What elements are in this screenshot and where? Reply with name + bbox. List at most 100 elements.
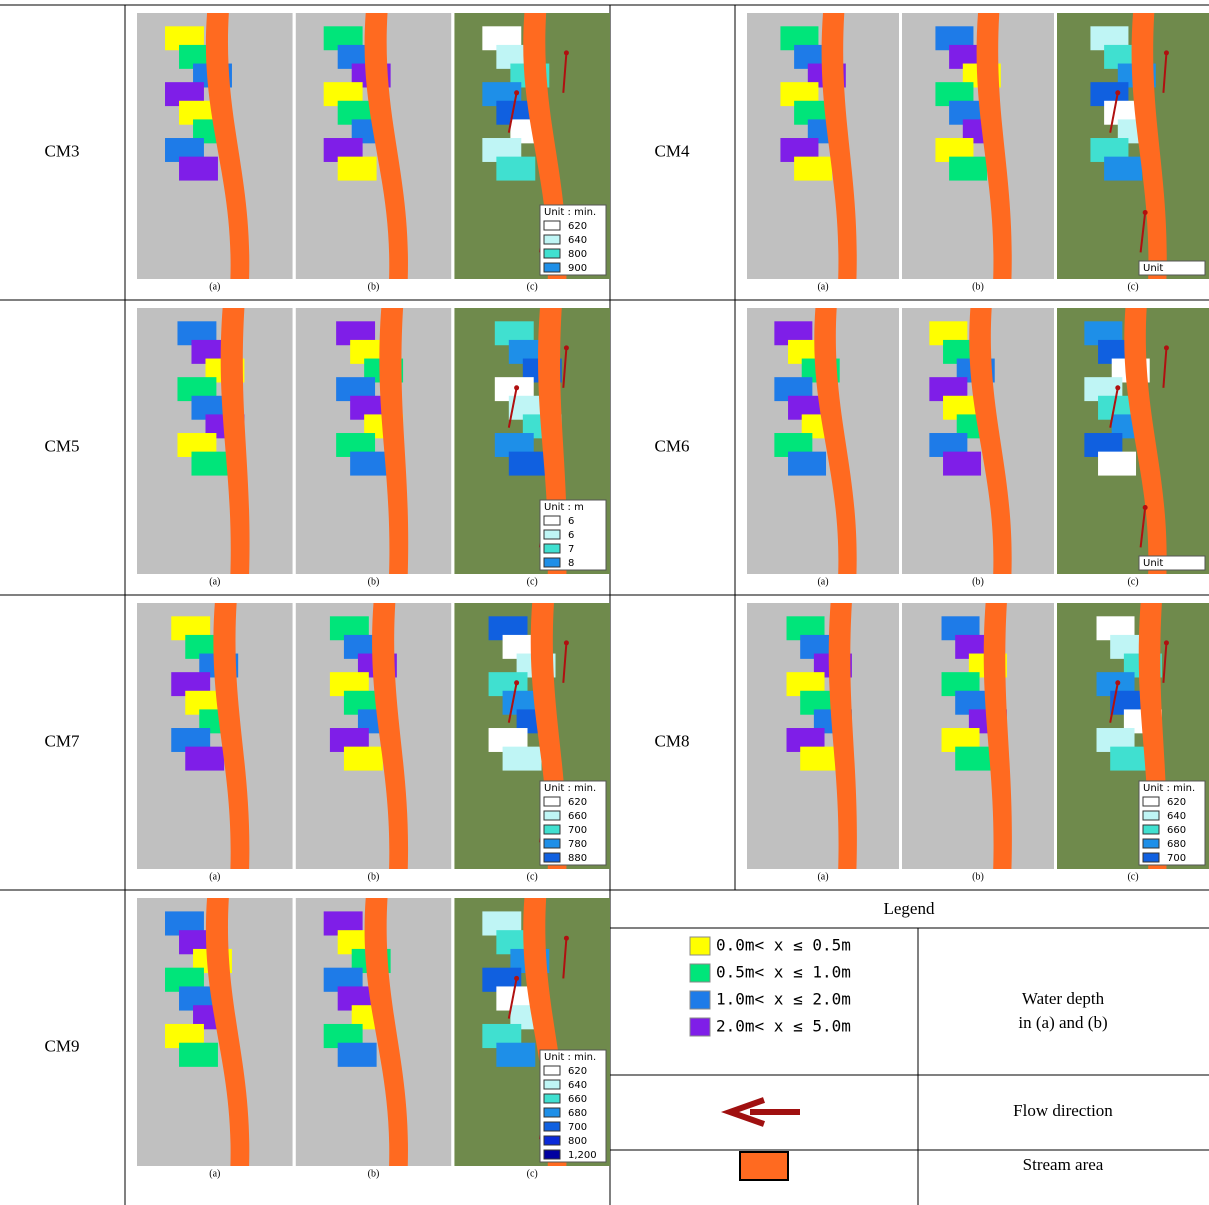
unit-swatch xyxy=(544,235,560,244)
unit-swatch xyxy=(544,1066,560,1075)
flood-area xyxy=(949,157,987,181)
map-panel: Unit : min.6206406606807008001,200 xyxy=(454,898,610,1166)
unit-value: 900 xyxy=(568,263,587,274)
case-label: CM8 xyxy=(655,731,690,750)
flood-area xyxy=(503,747,542,771)
unit-value: 640 xyxy=(1167,811,1186,822)
unit-swatch xyxy=(544,797,560,806)
flow-arrow-head xyxy=(564,50,569,55)
panel-label: (a) xyxy=(209,576,220,587)
figure-table: CM3(a)(b)Unit : min.620640800900(c)CM4(a… xyxy=(0,0,1209,1205)
unit-swatch xyxy=(544,811,560,820)
flood-area xyxy=(344,747,383,771)
flow-arrow-head xyxy=(514,90,519,95)
unit-swatch xyxy=(1143,853,1159,862)
unit-value: 620 xyxy=(568,1066,587,1077)
unit-swatch xyxy=(544,263,560,272)
map-panel: Unit xyxy=(1057,13,1209,279)
flow-arrow-head xyxy=(1164,50,1169,55)
flow-arrow-head xyxy=(514,976,519,981)
flood-area xyxy=(179,157,218,181)
unit-legend-title: Unit : min. xyxy=(544,1052,596,1063)
map-panel xyxy=(747,603,899,869)
panel-label: (a) xyxy=(209,1168,220,1179)
depth-caption: in (a) and (b) xyxy=(1018,1013,1107,1032)
depth-item: 0.5m< x ≤ 1.0m xyxy=(716,963,851,982)
flood-area xyxy=(496,1043,535,1067)
unit-legend-title: Unit xyxy=(1143,263,1163,274)
flood-area xyxy=(1110,747,1148,771)
flood-area xyxy=(788,452,826,476)
panel-label: (b) xyxy=(972,871,984,882)
depth-swatch xyxy=(690,964,710,982)
depth-swatch xyxy=(690,937,710,955)
unit-swatch xyxy=(1143,797,1159,806)
flow-arrow-head xyxy=(1143,505,1148,510)
unit-legend-title: Unit : min. xyxy=(544,207,596,218)
flow-arrow-head xyxy=(564,345,569,350)
unit-value: 680 xyxy=(568,1108,587,1119)
case-cell: CM6(a)(b)Unit(c) xyxy=(655,308,1209,587)
flow-arrow-head xyxy=(564,936,569,941)
panel-label: (c) xyxy=(1127,281,1138,292)
unit-value: 6 xyxy=(568,516,574,527)
unit-legend-title: Unit : min. xyxy=(544,783,596,794)
panel-label: (a) xyxy=(209,281,220,292)
stream-caption: Stream area xyxy=(1023,1155,1104,1174)
flow-arrow-head xyxy=(1115,90,1120,95)
unit-swatch xyxy=(544,1108,560,1117)
panel-label: (c) xyxy=(527,281,538,292)
map-panel xyxy=(902,603,1054,869)
map-panel xyxy=(296,308,452,574)
flood-area xyxy=(338,157,377,181)
flood-area xyxy=(1104,157,1142,181)
unit-value: 660 xyxy=(1167,825,1186,836)
unit-value: 800 xyxy=(568,1136,587,1147)
flow-arrow-symbol xyxy=(730,1100,800,1124)
flow-arrow-head xyxy=(514,680,519,685)
legend-table: Legend0.0m< x ≤ 0.5m0.5m< x ≤ 1.0m1.0m< … xyxy=(690,899,1113,1180)
depth-swatch xyxy=(690,991,710,1009)
unit-swatch xyxy=(544,1094,560,1103)
unit-value: 640 xyxy=(568,235,587,246)
panel-label: (a) xyxy=(209,871,220,882)
flood-area xyxy=(509,452,548,476)
unit-value: 620 xyxy=(568,221,587,232)
unit-value: 620 xyxy=(1167,797,1186,808)
unit-value: 660 xyxy=(568,811,587,822)
depth-swatch xyxy=(690,1018,710,1036)
panel-label: (a) xyxy=(817,576,828,587)
panel-label: (b) xyxy=(368,281,380,292)
unit-swatch xyxy=(544,825,560,834)
panel-label: (c) xyxy=(527,871,538,882)
flow-arrow-head xyxy=(1164,640,1169,645)
unit-value: 880 xyxy=(568,853,587,864)
unit-swatch xyxy=(544,249,560,258)
unit-swatch xyxy=(544,1150,560,1159)
flow-arrow-head xyxy=(564,640,569,645)
case-label: CM6 xyxy=(655,436,690,455)
case-label: CM4 xyxy=(655,141,690,160)
panel-label: (b) xyxy=(972,281,984,292)
case-label: CM9 xyxy=(45,1036,80,1055)
unit-value: 8 xyxy=(568,558,574,569)
unit-value: 700 xyxy=(568,1122,587,1133)
flood-area xyxy=(943,452,981,476)
panel-label: (c) xyxy=(527,576,538,587)
panel-label: (b) xyxy=(368,576,380,587)
map-panel: Unit : min.620640660680700 xyxy=(1057,603,1209,869)
unit-value: 620 xyxy=(568,797,587,808)
legend-title: Legend xyxy=(884,899,935,918)
panel-label: (a) xyxy=(817,871,828,882)
flood-area xyxy=(496,157,535,181)
unit-swatch xyxy=(1143,811,1159,820)
case-cell: CM4(a)(b)Unit(c) xyxy=(655,13,1209,292)
unit-value: 700 xyxy=(568,825,587,836)
map-panel: Unit : min.620640800900 xyxy=(454,13,610,279)
case-cell: CM9(a)(b)Unit : min.6206406606807008001,… xyxy=(45,898,610,1179)
map-panel xyxy=(296,603,452,869)
